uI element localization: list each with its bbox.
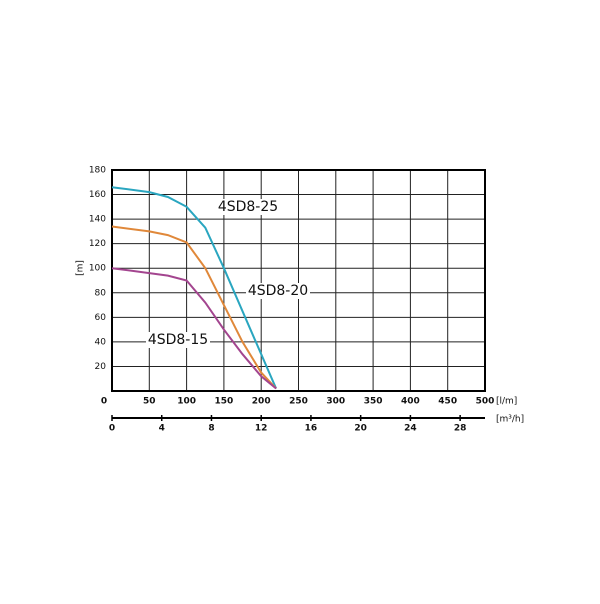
x-tick-label: 400 — [401, 397, 420, 407]
x2-tick-label: 24 — [404, 424, 417, 434]
y-tick-label: 60 — [95, 313, 107, 323]
series-line — [111, 225, 277, 390]
x-axis-label: [l/m] — [496, 397, 517, 407]
plot-frame — [111, 169, 486, 392]
x-tick-label: 200 — [252, 397, 271, 407]
x-tick-label: 250 — [289, 397, 308, 407]
x2-tick-label: 16 — [305, 424, 318, 434]
series-line — [111, 186, 278, 389]
x-tick-label: 450 — [438, 397, 457, 407]
x-tick-label: 300 — [326, 397, 345, 407]
x-tick-label: 0 — [101, 397, 107, 407]
y-tick-label: 100 — [89, 264, 106, 274]
x2-tick-label: 20 — [354, 424, 367, 434]
x-tick-label: 100 — [177, 397, 196, 407]
x-tick-label: 50 — [143, 397, 156, 407]
y-tick-label: 40 — [95, 337, 107, 347]
x2-tick-label: 12 — [255, 424, 268, 434]
series-label: 4SD8-25 — [218, 199, 278, 215]
x-tick-label: 350 — [364, 397, 383, 407]
y-tick-label: 140 — [89, 215, 106, 225]
x-tick-label: 150 — [215, 397, 234, 407]
x2-tick-label: 8 — [208, 424, 214, 434]
label-bg — [216, 199, 280, 215]
x-tick-label: 500 — [476, 397, 495, 407]
label-bg — [246, 283, 310, 299]
y-tick-label: 120 — [89, 239, 106, 249]
x2-axis-label: [m³/h] — [496, 415, 524, 425]
x2-tick-label: 4 — [159, 424, 165, 434]
y-tick-label: 80 — [95, 288, 107, 298]
series-line — [111, 267, 277, 390]
series-label: 4SD8-15 — [148, 332, 208, 348]
label-bg — [146, 332, 210, 348]
x2-tick-label: 0 — [109, 424, 115, 434]
y-tick-label: 20 — [95, 362, 107, 372]
y-tick-label: 160 — [89, 190, 106, 200]
series-label: 4SD8-20 — [248, 283, 308, 299]
y-axis-label: [m] — [76, 260, 86, 276]
x2-tick-label: 28 — [454, 424, 467, 434]
y-tick-label: 180 — [89, 166, 106, 176]
